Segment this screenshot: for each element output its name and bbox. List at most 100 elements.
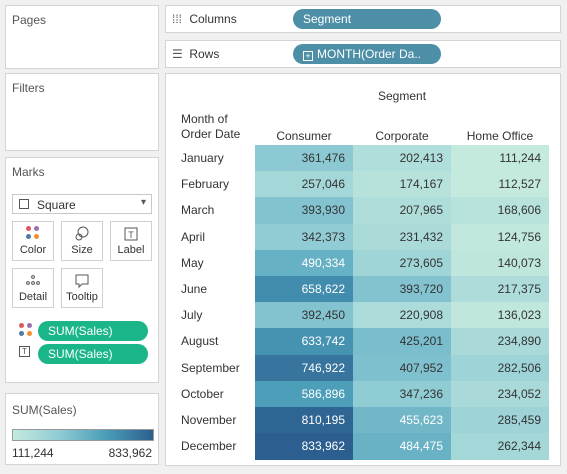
row-label-november: November: [181, 413, 237, 427]
month-pill-label: MONTH(Order Da..: [317, 47, 422, 61]
heatmap-cell[interactable]: 234,890: [451, 328, 549, 356]
row-label-january: January: [181, 151, 224, 165]
column-header-consumer: Consumer: [276, 129, 332, 143]
square-icon: [19, 199, 29, 209]
size-button-label: Size: [71, 244, 93, 256]
heatmap-cell[interactable]: 282,506: [451, 354, 549, 382]
filters-card[interactable]: Filters: [5, 73, 159, 151]
tooltip-button-label: Tooltip: [66, 291, 98, 303]
color-button-label: Color: [19, 244, 47, 256]
heatmap-cell[interactable]: 393,720: [353, 276, 451, 303]
heatmap-cell[interactable]: 586,896: [255, 380, 353, 408]
color-dots-icon: [19, 323, 33, 340]
heatmap-cell[interactable]: 490,334: [255, 249, 353, 277]
heatmap-cell[interactable]: 407,952: [353, 354, 451, 382]
heatmap-cell[interactable]: 217,375: [451, 276, 549, 303]
heatmap-cell[interactable]: 633,742: [255, 328, 353, 356]
label-icon: T: [19, 346, 30, 357]
row-label-september: September: [181, 360, 240, 375]
legend-gradient-bar: [12, 429, 154, 441]
size-button[interactable]: Size: [61, 221, 103, 261]
heatmap-cell[interactable]: 207,965: [353, 197, 451, 225]
row-label-july: July: [181, 308, 203, 323]
column-header-corporate: Corporate: [375, 129, 429, 143]
row-label-april: April: [181, 229, 206, 244]
heatmap-cell[interactable]: 393,930: [255, 197, 353, 225]
marks-card: Marks Square ▾ Color Size T Label Detail…: [5, 157, 159, 383]
heatmap-cell[interactable]: 168,606: [451, 197, 549, 225]
row-label-december: December: [181, 439, 237, 454]
tooltip-button[interactable]: Tooltip: [61, 268, 103, 308]
columns-label: Columns: [189, 12, 237, 26]
filters-title: Filters: [12, 81, 45, 95]
label-button-label: Label: [117, 244, 145, 256]
legend-max: 833,962: [108, 446, 152, 460]
heatmap-cell[interactable]: 262,344: [451, 433, 549, 461]
row-header-line1: Month of: [181, 112, 228, 126]
row-label-march: March: [181, 203, 215, 218]
mark-type-value: Square: [37, 198, 76, 212]
color-legend: SUM(Sales) 111,244 833,962: [5, 393, 159, 465]
heatmap-cell[interactable]: 111,244: [451, 145, 549, 172]
heatmap-cell[interactable]: 342,373: [255, 223, 353, 251]
row-label-may: May: [181, 255, 204, 270]
color-sales-pill[interactable]: SUM(Sales): [38, 321, 148, 341]
heatmap-cell[interactable]: 833,962: [255, 433, 353, 461]
detail-button[interactable]: Detail: [12, 268, 54, 308]
label-button[interactable]: T Label: [110, 221, 152, 261]
chevron-down-icon: ▾: [140, 197, 146, 208]
heatmap-cell[interactable]: 174,167: [353, 171, 451, 199]
row-label-august: August: [181, 334, 219, 349]
heatmap-cell[interactable]: 136,023: [451, 302, 549, 330]
mark-type-dropdown[interactable]: Square ▾: [12, 194, 152, 214]
svg-text:T: T: [128, 230, 134, 240]
row-label-june: June: [181, 282, 208, 296]
marks-title: Marks: [12, 165, 45, 179]
heatmap-cell[interactable]: 220,908: [353, 302, 451, 330]
month-order-date-pill[interactable]: + MONTH(Order Da..: [293, 44, 441, 64]
expand-plus-icon[interactable]: +: [303, 51, 313, 61]
pages-card[interactable]: Pages: [5, 5, 159, 69]
heatmap-cell[interactable]: 455,623: [353, 407, 451, 434]
heatmap-cell[interactable]: 202,413: [353, 145, 451, 172]
detail-icon: [13, 273, 53, 289]
row-label-october: October: [181, 386, 224, 401]
heatmap-cell[interactable]: 425,201: [353, 328, 451, 356]
heatmap-cell[interactable]: 347,236: [353, 380, 451, 408]
rows-icon: ☰: [172, 47, 183, 61]
month-of-order-date-header: Month of Order Date: [181, 112, 261, 142]
heatmap-cell[interactable]: 124,756: [451, 223, 549, 251]
rows-shelf[interactable]: ☰ Rows + MONTH(Order Da..: [165, 40, 561, 68]
segment-pill[interactable]: Segment: [293, 9, 441, 29]
columns-icon: ⁞⁞⁞: [172, 12, 183, 26]
heatmap-cell[interactable]: 140,073: [451, 249, 549, 277]
column-header-home-office: Home Office: [466, 129, 534, 143]
heatmap-cell[interactable]: 234,052: [451, 380, 549, 408]
color-dots-icon: [13, 226, 53, 242]
heatmap-cell[interactable]: 273,605: [353, 249, 451, 277]
heatmap-cell[interactable]: 257,046: [255, 171, 353, 199]
viz-view: Segment Month of Order Date Consumer Cor…: [165, 73, 561, 466]
columns-shelf[interactable]: ⁞⁞⁞ Columns Segment: [165, 5, 561, 33]
row-label-february: February: [181, 177, 230, 192]
label-sales-pill[interactable]: SUM(Sales): [38, 344, 148, 364]
heatmap-cell[interactable]: 112,527: [451, 171, 549, 199]
heatmap-cell[interactable]: 746,922: [255, 354, 353, 382]
legend-title: SUM(Sales): [12, 403, 77, 417]
rows-label: Rows: [189, 47, 220, 61]
size-icon: [62, 226, 102, 242]
heatmap-cell[interactable]: 285,459: [451, 407, 549, 434]
heatmap-cell[interactable]: 392,450: [255, 302, 353, 330]
segment-header: Segment: [378, 89, 427, 103]
label-icon: T: [111, 226, 151, 242]
heatmap-cell[interactable]: 231,432: [353, 223, 451, 251]
heatmap-cell[interactable]: 658,622: [255, 276, 353, 303]
detail-button-label: Detail: [18, 291, 48, 303]
legend-min: 111,244: [12, 446, 54, 460]
heatmap-cell[interactable]: 484,475: [353, 433, 451, 461]
tooltip-icon: [62, 273, 102, 289]
heatmap-cell[interactable]: 810,195: [255, 407, 353, 434]
color-button[interactable]: Color: [12, 221, 54, 261]
heatmap-cell[interactable]: 361,476: [255, 145, 353, 172]
row-header-line2: Order Date: [181, 127, 241, 141]
